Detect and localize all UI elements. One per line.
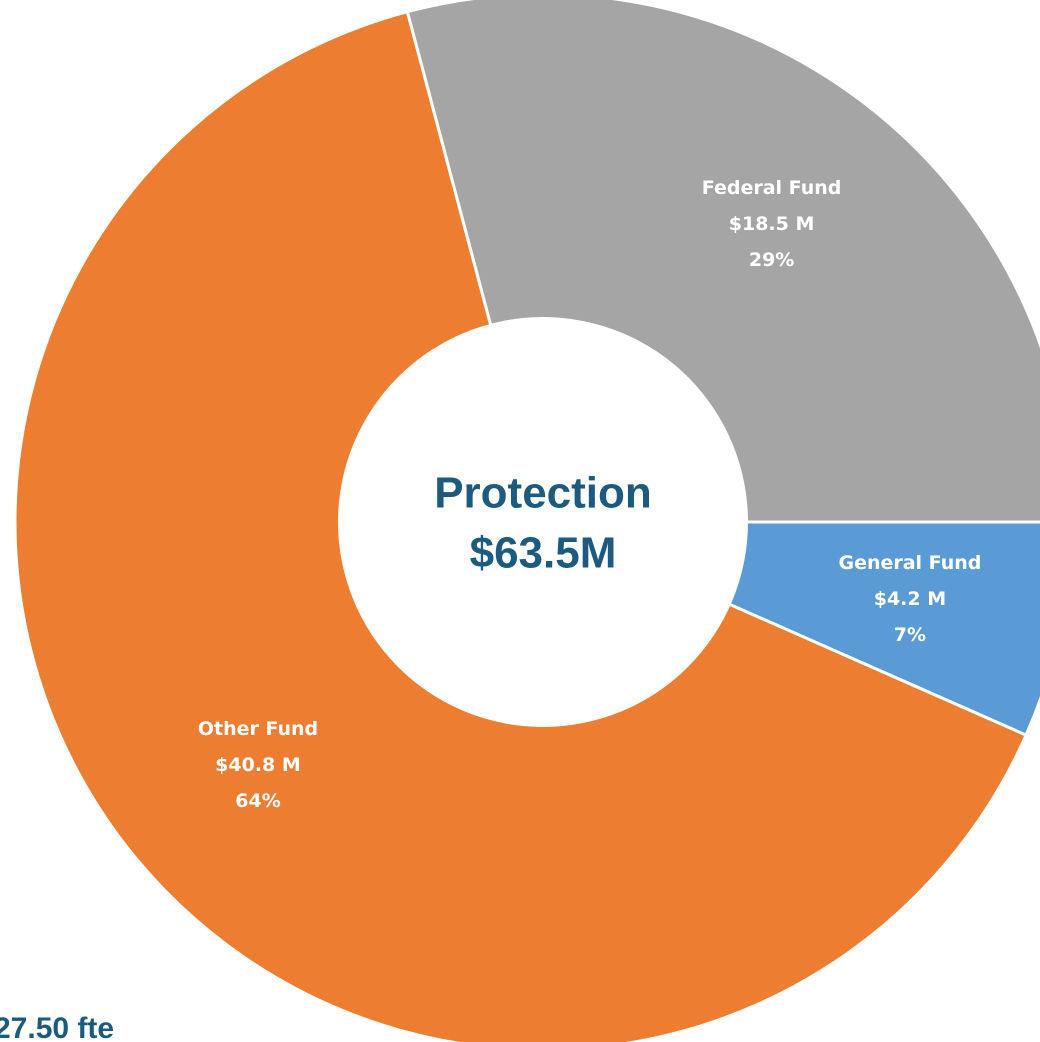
slice-category: Federal Fund <box>702 177 842 199</box>
slice-value: $40.8 M <box>215 754 301 776</box>
slice-value: $4.2 M <box>874 588 946 610</box>
center-total: $63.5M <box>470 529 617 578</box>
donut-hole <box>338 317 748 727</box>
slice-value: $18.5 M <box>729 213 815 235</box>
footnote: 27.50 fte <box>0 1012 114 1042</box>
slice-percent: 7% <box>894 624 926 646</box>
center-title: Protection <box>434 469 652 518</box>
slice-category: General Fund <box>838 552 981 574</box>
slice-percent: 64% <box>235 790 280 812</box>
slice-percent: 29% <box>749 249 794 271</box>
slice-category: Other Fund <box>198 718 318 740</box>
